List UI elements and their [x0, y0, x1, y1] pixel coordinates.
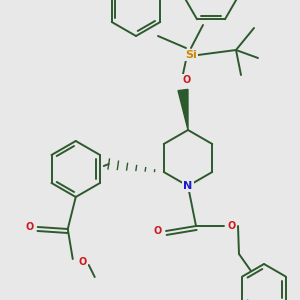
Text: N: N — [183, 181, 193, 191]
Text: O: O — [79, 257, 87, 267]
Text: Si: Si — [185, 50, 197, 60]
Polygon shape — [178, 89, 188, 130]
Text: O: O — [228, 221, 236, 231]
Text: O: O — [183, 75, 191, 85]
Text: O: O — [154, 226, 162, 236]
Text: O: O — [26, 222, 34, 232]
